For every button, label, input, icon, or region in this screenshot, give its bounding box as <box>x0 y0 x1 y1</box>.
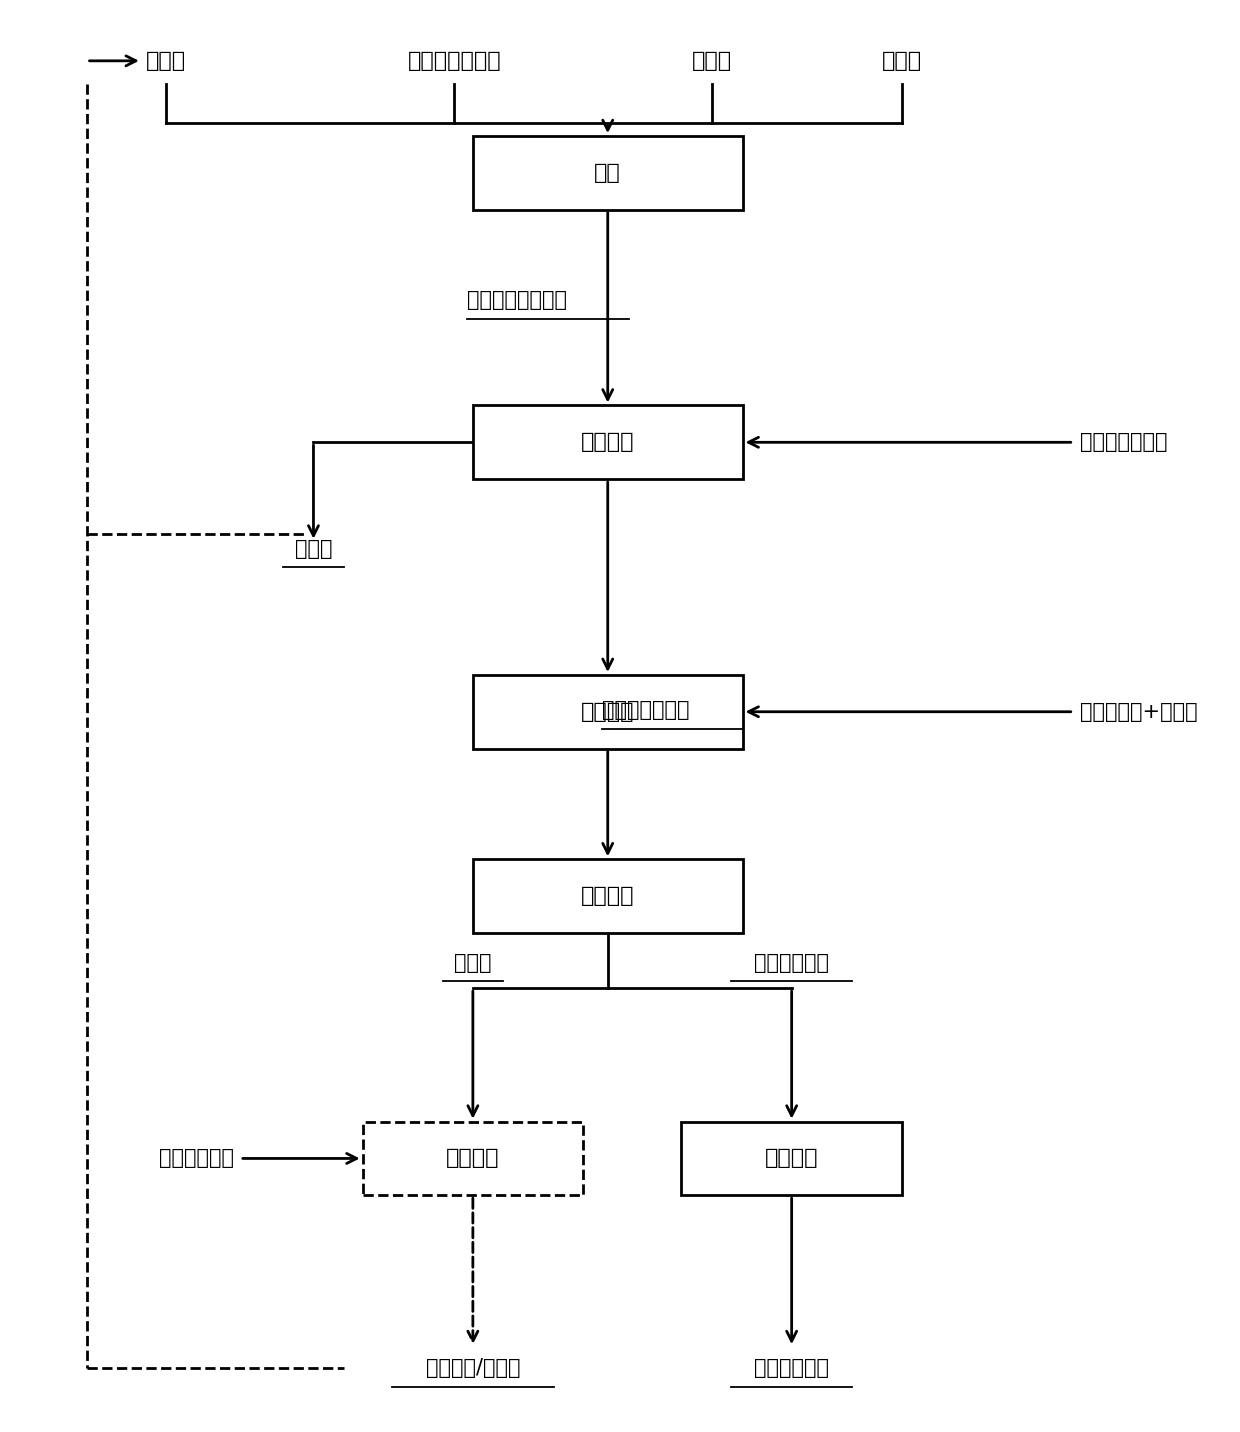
Text: 铂族金属富集物: 铂族金属富集物 <box>601 700 689 720</box>
FancyBboxPatch shape <box>472 859 743 934</box>
Text: 王水或盐酸+氧化剂: 王水或盐酸+氧化剂 <box>1080 702 1198 722</box>
Text: 中和沉淀: 中和沉淀 <box>446 1148 500 1169</box>
Text: 氢氧化铜/碳酸铜: 氢氧化铜/碳酸铜 <box>425 1359 520 1379</box>
Text: 烧碱或苏打灰: 烧碱或苏打灰 <box>159 1148 234 1169</box>
FancyBboxPatch shape <box>362 1121 583 1196</box>
Text: 含铂族金属铜合金: 含铂族金属铜合金 <box>466 291 567 311</box>
Text: 精炼提纯: 精炼提纯 <box>765 1148 818 1169</box>
FancyBboxPatch shape <box>472 674 743 749</box>
Text: 还原剂: 还原剂 <box>692 50 732 70</box>
Text: 离子交换: 离子交换 <box>582 886 635 906</box>
Text: 氧化吹炼: 氧化吹炼 <box>582 432 635 453</box>
FancyBboxPatch shape <box>472 405 743 480</box>
Text: 铂族金属产品: 铂族金属产品 <box>754 1359 830 1379</box>
Text: 铜溶液: 铜溶液 <box>454 952 491 972</box>
Text: 氧化铜: 氧化铜 <box>295 538 332 558</box>
Text: 造渣剂: 造渣剂 <box>882 50 923 70</box>
Text: 熔炼: 熔炼 <box>594 163 621 183</box>
FancyBboxPatch shape <box>472 136 743 209</box>
Text: 铂族金属溶液: 铂族金属溶液 <box>754 952 830 972</box>
Text: 氧化溶解: 氧化溶解 <box>582 702 635 722</box>
FancyBboxPatch shape <box>681 1121 901 1196</box>
Text: 捕集剂: 捕集剂 <box>146 50 186 70</box>
Text: 空气或工业氧气: 空气或工业氧气 <box>1080 432 1167 453</box>
Text: 失效汽车催化剂: 失效汽车催化剂 <box>408 50 501 70</box>
